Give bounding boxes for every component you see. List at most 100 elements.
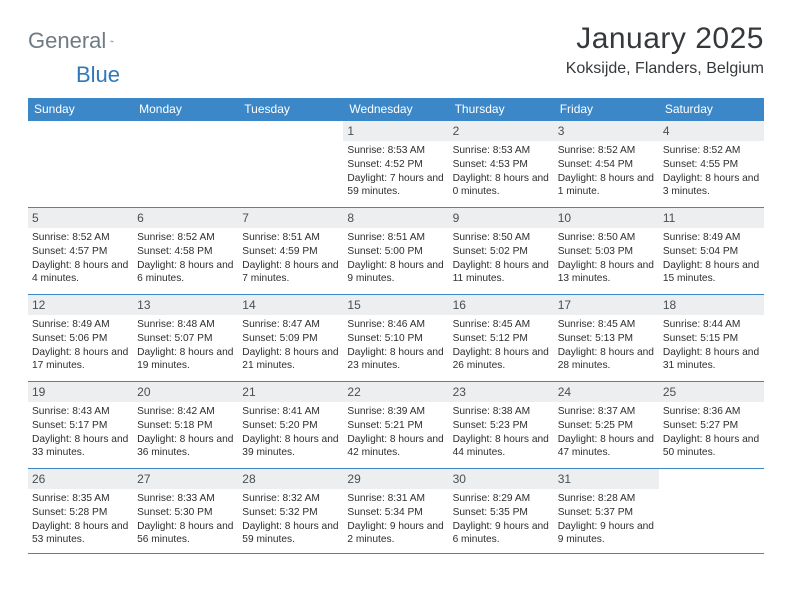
sunrise-line: Sunrise: 8:49 AM <box>663 231 760 245</box>
calendar-day-cell: 1Sunrise: 8:53 AMSunset: 4:52 PMDaylight… <box>343 121 448 207</box>
day-number: 28 <box>238 469 343 489</box>
calendar-week-row: 26Sunrise: 8:35 AMSunset: 5:28 PMDayligh… <box>28 469 764 554</box>
sunset-line: Sunset: 5:20 PM <box>242 419 339 433</box>
sunset-line: Sunset: 4:57 PM <box>32 245 129 259</box>
sunset-line: Sunset: 5:00 PM <box>347 245 444 259</box>
sunset-line: Sunset: 5:06 PM <box>32 332 129 346</box>
day-number: 23 <box>449 382 554 402</box>
calendar-day-cell <box>28 121 133 207</box>
day-number: 27 <box>133 469 238 489</box>
day-number: 19 <box>28 382 133 402</box>
day-number: 11 <box>659 208 764 228</box>
daylight-line: Daylight: 8 hours and 50 minutes. <box>663 433 760 461</box>
day-body: Sunrise: 8:53 AMSunset: 4:53 PMDaylight:… <box>453 144 550 199</box>
month-title: January 2025 <box>566 22 764 56</box>
sunrise-line: Sunrise: 8:47 AM <box>242 318 339 332</box>
day-body: Sunrise: 8:42 AMSunset: 5:18 PMDaylight:… <box>137 405 234 460</box>
calendar-day-cell: 4 Sunrise: 8:52 AMSunset: 4:55 PMDaylight… <box>659 121 764 207</box>
calendar-day-cell: 5 Sunrise: 8:52 AMSunset: 4:57 PMDaylight… <box>28 208 133 294</box>
sunrise-line: Sunrise: 8:50 AM <box>558 231 655 245</box>
sunrise-line: Sunrise: 8:45 AM <box>558 318 655 332</box>
day-number: 6 <box>133 208 238 228</box>
sunset-line: Sunset: 5:21 PM <box>347 419 444 433</box>
daylight-line: Daylight: 8 hours and 53 minutes. <box>32 520 129 548</box>
calendar-day-cell: 6Sunrise: 8:52 AMSunset: 4:58 PMDaylight… <box>133 208 238 294</box>
daylight-line: Daylight: 7 hours and 59 minutes. <box>347 172 444 200</box>
calendar-day-cell: 16 Sunrise: 8:45 AMSunset: 5:12 PMDayligh… <box>449 295 554 381</box>
day-body: Sunrise: 8:43 AMSunset: 5:17 PMDaylight:… <box>32 405 129 460</box>
calendar-day-cell: 21Sunrise: 8:41 AMSunset: 5:20 PMDayligh… <box>238 382 343 468</box>
sunrise-line: Sunrise: 8:53 AM <box>453 144 550 158</box>
calendar-day-cell: 15Sunrise: 8:46 AMSunset: 5:10 PMDayligh… <box>343 295 448 381</box>
calendar-day-cell: 18Sunrise: 8:44 AMSunset: 5:15 PMDayligh… <box>659 295 764 381</box>
daylight-line: Daylight: 8 hours and 23 minutes. <box>347 346 444 374</box>
sunset-line: Sunset: 5:37 PM <box>558 506 655 520</box>
day-body: Sunrise: 8:31 AMSunset: 5:34 PMDaylight:… <box>347 492 444 547</box>
day-number: 16 <box>449 295 554 315</box>
day-number: 13 <box>133 295 238 315</box>
day-body: Sunrise: 8:45 AMSunset: 5:12 PMDaylight:… <box>453 318 550 373</box>
day-number: 14 <box>238 295 343 315</box>
day-number: 4 <box>659 121 764 141</box>
weekday-header: Thursday <box>449 98 554 121</box>
calendar-day-cell: 23 Sunrise: 8:38 AMSunset: 5:23 PMDayligh… <box>449 382 554 468</box>
day-body: Sunrise: 8:28 AMSunset: 5:37 PMDaylight:… <box>558 492 655 547</box>
daylight-line: Daylight: 8 hours and 4 minutes. <box>32 259 129 287</box>
sunset-line: Sunset: 4:58 PM <box>137 245 234 259</box>
day-number: 7 <box>238 208 343 228</box>
day-number: 8 <box>343 208 448 228</box>
daylight-line: Daylight: 8 hours and 42 minutes. <box>347 433 444 461</box>
day-body: Sunrise: 8:51 AMSunset: 5:00 PMDaylight:… <box>347 231 444 286</box>
location-subtitle: Koksijde, Flanders, Belgium <box>566 60 764 78</box>
brand-text-blue: Blue <box>76 62 120 87</box>
day-body: Sunrise: 8:49 AMSunset: 5:04 PMDaylight:… <box>663 231 760 286</box>
daylight-line: Daylight: 8 hours and 26 minutes. <box>453 346 550 374</box>
day-number: 29 <box>343 469 448 489</box>
sunrise-line: Sunrise: 8:52 AM <box>663 144 760 158</box>
weekday-header: Sunday <box>28 98 133 121</box>
day-number: 5 <box>28 208 133 228</box>
day-body: Sunrise: 8:52 AMSunset: 4:55 PMDaylight:… <box>663 144 760 199</box>
sunrise-line: Sunrise: 8:41 AM <box>242 405 339 419</box>
calendar-day-cell: 12Sunrise: 8:49 AMSunset: 5:06 PMDayligh… <box>28 295 133 381</box>
day-body: Sunrise: 8:50 AMSunset: 5:03 PMDaylight:… <box>558 231 655 286</box>
sunset-line: Sunset: 5:27 PM <box>663 419 760 433</box>
sunset-line: Sunset: 5:17 PM <box>32 419 129 433</box>
day-body: Sunrise: 8:37 AMSunset: 5:25 PMDaylight:… <box>558 405 655 460</box>
day-number: 9 <box>449 208 554 228</box>
sunrise-line: Sunrise: 8:49 AM <box>32 318 129 332</box>
brand-sails-icon <box>110 32 114 50</box>
day-number: 24 <box>554 382 659 402</box>
daylight-line: Daylight: 8 hours and 56 minutes. <box>137 520 234 548</box>
brand-text-general: General <box>28 28 106 54</box>
daylight-line: Daylight: 8 hours and 0 minutes. <box>453 172 550 200</box>
daylight-line: Daylight: 8 hours and 3 minutes. <box>663 172 760 200</box>
calendar-day-cell: 7Sunrise: 8:51 AMSunset: 4:59 PMDaylight… <box>238 208 343 294</box>
daylight-line: Daylight: 8 hours and 59 minutes. <box>242 520 339 548</box>
daylight-line: Daylight: 8 hours and 47 minutes. <box>558 433 655 461</box>
sunset-line: Sunset: 5:07 PM <box>137 332 234 346</box>
day-body: Sunrise: 8:33 AMSunset: 5:30 PMDaylight:… <box>137 492 234 547</box>
weekday-header-row: Sunday Monday Tuesday Wednesday Thursday… <box>28 98 764 121</box>
day-body: Sunrise: 8:41 AMSunset: 5:20 PMDaylight:… <box>242 405 339 460</box>
sunrise-line: Sunrise: 8:28 AM <box>558 492 655 506</box>
calendar-day-cell <box>659 469 764 553</box>
daylight-line: Daylight: 8 hours and 39 minutes. <box>242 433 339 461</box>
day-body: Sunrise: 8:38 AMSunset: 5:23 PMDaylight:… <box>453 405 550 460</box>
day-body: Sunrise: 8:52 AMSunset: 4:57 PMDaylight:… <box>32 231 129 286</box>
daylight-line: Daylight: 8 hours and 19 minutes. <box>137 346 234 374</box>
weekday-header: Saturday <box>659 98 764 121</box>
day-number: 25 <box>659 382 764 402</box>
weekday-header: Tuesday <box>238 98 343 121</box>
sunset-line: Sunset: 5:15 PM <box>663 332 760 346</box>
calendar-day-cell: 27 Sunrise: 8:33 AMSunset: 5:30 PMDayligh… <box>133 469 238 553</box>
day-number: 3 <box>554 121 659 141</box>
daylight-line: Daylight: 8 hours and 44 minutes. <box>453 433 550 461</box>
calendar-day-cell: 20Sunrise: 8:42 AMSunset: 5:18 PMDayligh… <box>133 382 238 468</box>
day-number: 30 <box>449 469 554 489</box>
day-body: Sunrise: 8:50 AMSunset: 5:02 PMDaylight:… <box>453 231 550 286</box>
sunset-line: Sunset: 5:13 PM <box>558 332 655 346</box>
day-body: Sunrise: 8:29 AMSunset: 5:35 PMDaylight:… <box>453 492 550 547</box>
sunrise-line: Sunrise: 8:33 AM <box>137 492 234 506</box>
calendar-day-cell: 24 Sunrise: 8:37 AMSunset: 5:25 PMDayligh… <box>554 382 659 468</box>
